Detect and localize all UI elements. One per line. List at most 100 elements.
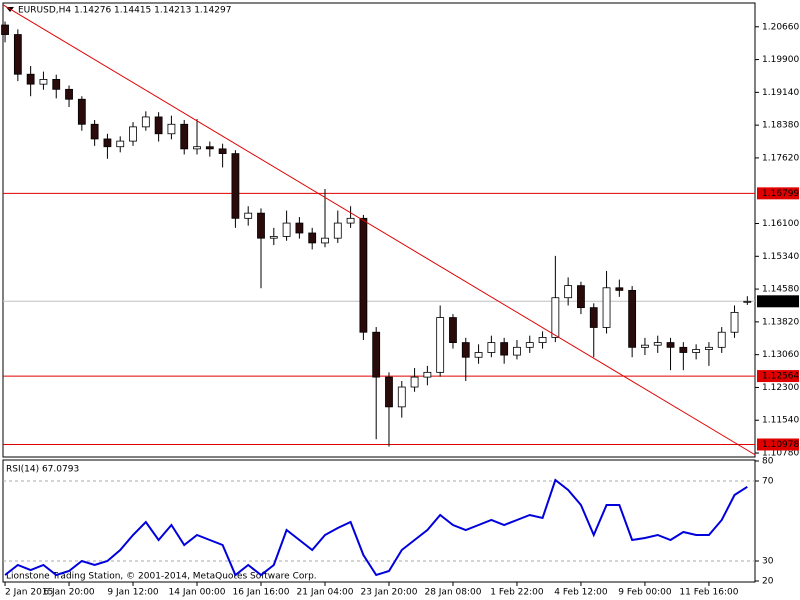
y-tick-label: 1.15340 [762,252,799,262]
y-tick-label: 1.19900 [762,55,799,65]
level-badge [757,370,799,383]
candle-body [77,98,86,125]
y-tick-label: 1.20660 [762,22,799,32]
x-tick-label: 11 Feb 16:00 [679,588,738,598]
watermark: Lionstone Trading Station, © 2001-2014, … [6,572,317,582]
candle-body [116,140,125,148]
candle-body [218,148,227,155]
candle-body [705,346,713,350]
candle-body [295,222,304,234]
candle-body [577,285,585,309]
x-tick-label: 16 Jan 16:00 [233,588,290,598]
x-tick-label: 9 Jan 12:00 [107,588,159,598]
y-tick-label: 1.10780 [762,449,799,459]
current-price-label: 1.14297 [762,297,799,307]
x-tick-label: 9 Feb 00:00 [618,588,672,598]
candle-body [129,126,137,142]
chart-title: EURUSD,H4 1.14276 1.14415 1.14213 1.1429… [18,6,231,16]
y-tick-label: 20 [762,577,774,587]
y-tick-label: 1.11540 [762,416,799,426]
y-tick-label: 1.18380 [762,121,799,131]
candle-body [257,212,265,239]
candle-body [39,79,48,85]
candle-body [666,342,675,348]
level-label: 1.16799 [762,189,799,199]
y-tick-label: 70 [762,477,774,487]
candle-body [743,300,752,303]
candle-body [551,297,560,338]
x-tick-label: 28 Jan 08:00 [424,588,481,598]
candle-body [449,317,457,343]
price-badge [757,295,799,308]
candle-body [423,371,432,378]
candle-body [167,123,176,135]
candle-body [141,116,150,128]
candle-body [65,88,73,100]
candle-body [346,217,355,224]
level-badge [757,187,799,200]
candle-body [487,342,496,353]
candle-body [231,153,240,219]
rsi-title: RSI(14) 67.0793 [6,465,79,475]
candle-body [321,237,329,244]
candle-body [717,331,726,348]
candle-body [679,346,688,353]
candle-body [359,217,368,333]
candle-body [692,349,701,353]
x-tick-label: 2 Jan 2015 [5,588,53,598]
y-tick-label: 1.14580 [762,285,799,295]
candle-body [500,342,509,356]
candle-body [180,123,189,150]
candle-body [538,337,547,343]
candle-body [474,352,483,358]
candle-body [52,79,61,90]
y-tick-label: 1.13060 [762,350,799,360]
candle-body [244,212,253,219]
candle-body [103,138,112,148]
candle-body [397,386,406,408]
candle-body [333,222,342,239]
x-tick-label: 6 Jan 20:00 [43,588,95,598]
candle-body [589,307,598,328]
candle-body [730,311,739,333]
candle-body [628,289,637,348]
candle-body [615,287,624,291]
x-tick-label: 23 Jan 20:00 [360,588,417,598]
trend-line [2,4,756,456]
candle-body [205,146,214,150]
candle-body [269,236,278,239]
candle-body [1,24,9,35]
candle-body [154,116,163,135]
candle-body [385,376,393,408]
rsi-line [4,478,748,577]
candle-body [653,342,662,346]
rsi-panel [2,459,756,583]
candle-body [641,344,649,348]
candle-body [564,285,573,299]
candle-body [525,342,534,348]
y-tick-label: 1.12300 [762,383,799,393]
candle-body [26,73,35,85]
candle-body [90,123,99,140]
y-tick-label: 1.19140 [762,88,799,98]
candle-body [372,331,381,378]
y-tick-label: 1.16100 [762,219,799,229]
candle-body [436,317,445,373]
candle-body [602,287,611,328]
candle-body [513,346,521,356]
y-tick-label: 1.17620 [762,153,799,163]
x-tick-label: 21 Jan 04:00 [297,588,354,598]
candle-body [308,232,317,244]
y-tick-label: 80 [762,457,774,467]
candle-body [193,146,201,150]
level-badge [757,438,799,451]
candle-body [13,34,22,75]
candle-body [282,222,291,237]
level-label: 1.10978 [762,440,799,450]
level-label: 1.12564 [762,372,799,382]
x-tick-label: 4 Feb 12:00 [554,588,608,598]
y-tick-label: 30 [762,557,774,567]
candle-body [410,376,419,388]
y-tick-label: 1.13820 [762,317,799,327]
